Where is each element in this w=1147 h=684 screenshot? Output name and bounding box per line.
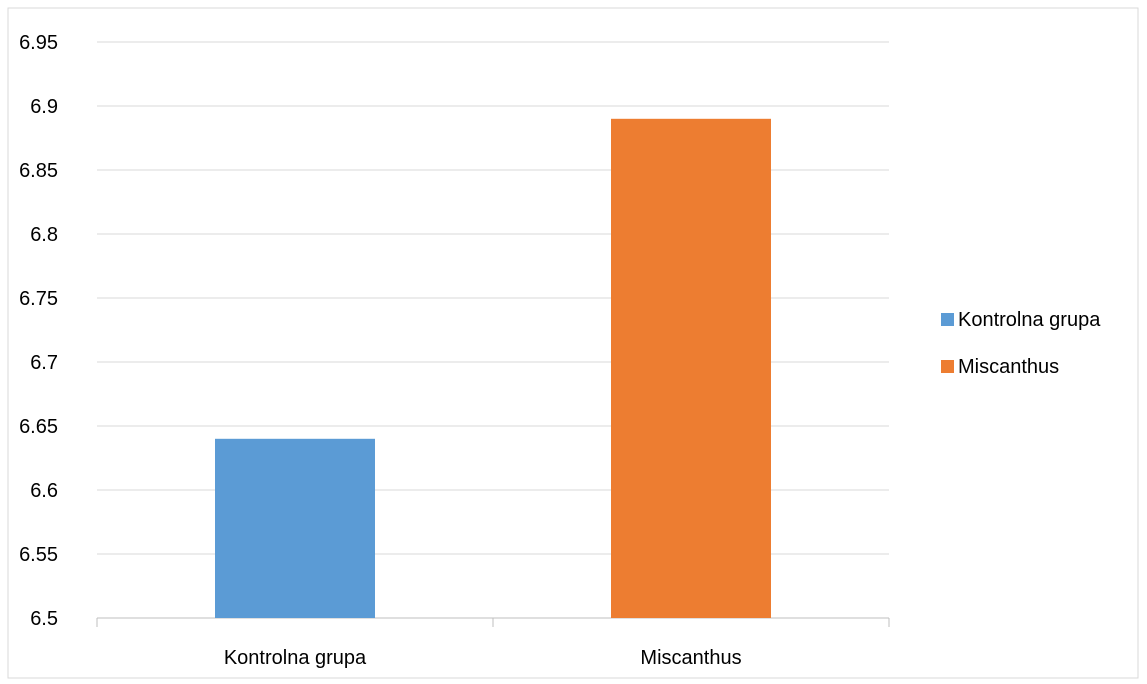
legend-label: Miscanthus	[958, 356, 1059, 378]
y-tick-label: 6.75	[19, 288, 58, 310]
y-tick-label: 6.9	[30, 96, 58, 118]
y-tick-label: 6.95	[19, 32, 58, 54]
bars	[215, 118, 771, 619]
y-tick-label: 6.5	[30, 608, 58, 630]
y-tick-label: 6.85	[19, 160, 58, 182]
bar-kontrolna-grupa	[215, 438, 375, 618]
x-tick-label: Miscanthus	[640, 647, 741, 669]
bar-miscanthus	[611, 118, 771, 619]
legend: Kontrolna grupa Miscanthus	[941, 309, 1101, 378]
x-axis: Kontrolna grupa Miscanthus	[96, 618, 890, 669]
legend-label: Kontrolna grupa	[958, 309, 1101, 331]
x-tick-label: Kontrolna grupa	[224, 647, 367, 669]
y-tick-label: 6.6	[30, 480, 58, 502]
y-tick-label: 6.55	[19, 544, 58, 566]
y-tick-label: 6.8	[30, 224, 58, 246]
y-axis-tick-labels: 6.5 6.55 6.6 6.65 6.7 6.75 6.8 6.85 6.9 6.95	[19, 32, 58, 630]
y-tick-label: 6.7	[30, 352, 58, 374]
legend-swatch	[941, 313, 954, 326]
chart-border	[7, 7, 1139, 679]
legend-swatch	[941, 360, 954, 373]
y-tick-label: 6.65	[19, 416, 58, 438]
